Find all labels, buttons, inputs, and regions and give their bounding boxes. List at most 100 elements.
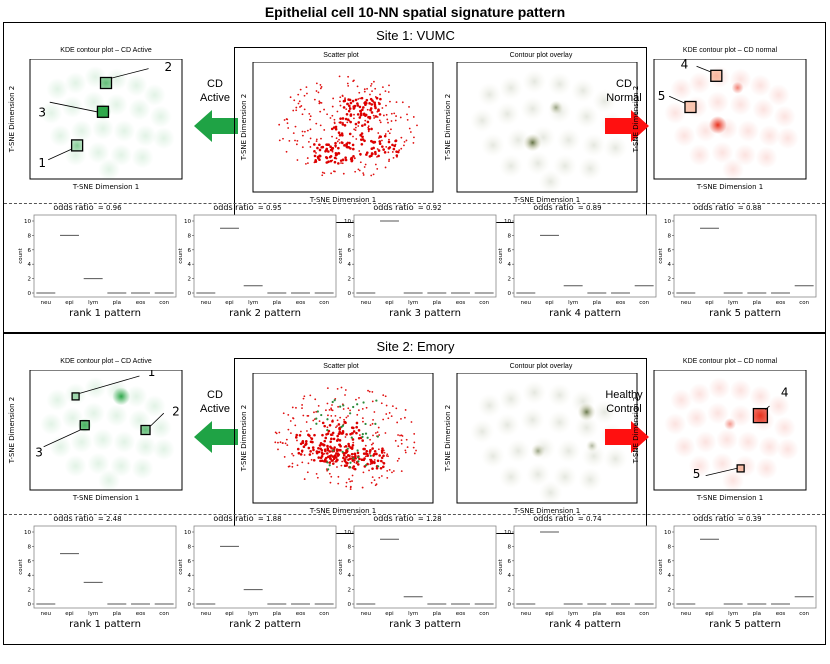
site1-rank3-ylabel: count [338,247,344,263]
site1-scatter-title: Scatter plot [323,52,359,59]
site2-rank4-ytick: 0 [508,602,512,608]
site1-rank5-odds-label: odds ratio [693,203,733,212]
site2-rank3-ytick: 4 [348,573,352,579]
site2-rank2-ytick: 2 [188,588,192,594]
site1-rank4-rank-title: rank 4 pattern [549,308,621,319]
site1-rank2-plot-frame [193,214,337,298]
site1-rank5-xtick: neu [681,300,691,306]
site2-scatter-title: Scatter plot [323,363,359,370]
site2-active-kde-ylabel: T-SNE Dimension 2 [8,397,16,464]
site1-rank3-plot-frame [353,214,497,298]
site1-rank4-xtick: eos [616,300,626,306]
site1-rank2-ytick: 0 [188,291,192,297]
site2-active-kde-blob [84,377,107,399]
site1-active-marker-box-3 [96,105,110,118]
site1-active-kde-ylabel: T-SNE Dimension 2 [8,86,16,153]
site1-active-kde-blob [134,124,157,147]
site2-active-marker-leader-3 [43,429,80,448]
site2-rank5-bar-chart: odds ratio = 0.39 0 2 4 6 8 10 count neu epi lym pla… [658,514,817,630]
site1-active-marker-box-1 [70,139,84,152]
site2-active-kde-blob [98,469,121,492]
site1-rank2-xtick: pla [273,300,281,306]
site2-active-marker-box-3 [79,420,90,431]
site2-rank1-rank-title: rank 1 pattern [69,619,141,630]
site2-normal-kde-xlabel: T-SNE Dimension 1 [696,494,763,502]
site1-rank5-plot-frame [673,214,817,298]
site2-normal-marker-box-5 [736,464,745,473]
site1-normal-kde-blob [758,124,781,147]
site1-rank3-xtick: lym [408,300,418,306]
site1-active-kde-blob [143,84,166,106]
site2-title: Site 2: Emory [376,339,455,354]
site2-rank4-ytick: 6 [508,559,512,565]
site2-rank4-odds-label: odds ratio [533,514,573,523]
site2-rank3-bar-chart: odds ratio = 1.28 0 2 4 6 8 10 count neu epi lym pla… [338,514,497,630]
site1-rank5-odds-value: = 0.88 [738,204,762,212]
site2-rank1-xtick: eos [136,611,146,617]
site2-normal-kde-blob [673,435,696,458]
site2-rank1-plot-frame [33,525,177,609]
site1-rank4-bar-chart: odds ratio = 0.89 0 2 4 6 8 10 count neu epi lym pla… [498,203,657,319]
site1-divider [4,203,825,204]
site2-active-kde-blob [131,457,154,480]
site1-scatter-plot: T-SNE Dimension 1 T-SNE Dimension 2 [240,62,434,204]
site2-normal-kde-blob [706,402,729,425]
site1-rank4-xtick: epi [545,300,554,306]
site1-rank2-odds-value: = 0.95 [258,204,282,212]
site2-rank4-rank-title: rank 4 pattern [549,619,621,630]
site1-normal-marker-leader-4 [696,65,711,73]
site1-rank4-ylabel: count [498,247,504,263]
site1-active-marker-label-3: 3 [38,106,46,120]
site1-overlay-ylabel: T-SNE Dimension 2 [444,94,452,161]
site2-active-marker-label-3: 3 [35,445,43,459]
site2-left-arrow [194,421,238,453]
site1-rank5-ytick: 2 [668,277,672,283]
site2-rank4-ylabel: count [498,558,504,574]
site2-rank2-odds-value: = 1.88 [258,515,282,523]
site1-normal-kde-blob [711,141,734,164]
site1-rank2-ytick: 2 [188,277,192,283]
site1-overlay-xlabel: T-SNE Dimension 1 [513,196,580,204]
site1-rank4-ytick: 6 [508,248,512,254]
site1-rank1-ytick: 2 [28,277,32,283]
site1-rank3-bar-chart: odds ratio = 0.92 0 2 4 6 8 10 count neu epi lym pla… [338,203,497,319]
site2-active-marker-leader-2 [150,412,165,427]
site1-normal-marker-label-5: 5 [658,89,666,103]
site1-rank3-odds-value: = 0.92 [418,204,442,212]
site2-rank1-xtick: pla [113,611,121,617]
site2-normal-kde-blob [773,416,796,439]
site2-rank3-ytick: 6 [348,559,352,565]
site2-rank1-bar-chart: odds ratio = 2.48 0 2 4 6 8 10 count neu epi lym pla… [18,514,177,630]
site2-active-marker-box-2 [140,424,151,436]
site2-active-kde-blob [149,416,172,439]
site1-title: Site 1: VUMC [376,28,455,43]
site2-rank4-xtick: neu [521,611,531,617]
site2-normal-kde-blob [715,428,738,451]
site2-normal-marker-leader-5 [705,468,737,476]
site1-active-kde-blob [91,117,114,140]
site2-rank3-xtick: eos [456,611,466,617]
site2-rank4-ytick: 4 [508,573,512,579]
site2-normal-kde-blob [758,435,781,458]
site1-rank3-xtick: eos [456,300,466,306]
site2-active-kde-hotspot [112,387,131,406]
site2-active-marker-label-2: 2 [172,405,180,419]
site1-active-kde-blob [131,146,154,169]
site2-rank5-ytick: 8 [668,544,672,550]
site1-rank3-xtick: epi [385,300,394,306]
site2-scatter-overlay-panel: Scatter plot T-SNE Dimension 1 T-SNE Dimen… [234,358,647,534]
site1-rank1-xtick: epi [65,300,74,306]
site1-rank3-ytick: 10 [344,219,351,225]
site1-active-kde-blob [128,98,151,121]
site1-rank5-ytick: 0 [668,291,672,297]
site-panel-vumc: Site 1: VUMC KDE contour plot – CD Active… [3,22,826,333]
site1-rank1-xtick: eos [136,300,146,306]
site2-active-kde-blob [113,431,136,453]
site1-normal-kde-blob [664,102,687,124]
site2-rank2-xtick: neu [201,611,211,617]
site1-right-arrow [605,110,649,142]
site2-rank5-ylabel: count [658,558,664,574]
site1-active-kde-plot: T-SNE Dimension 1 T-SNE Dimension 2 2 3 1 [8,58,183,191]
site2-active-kde-blob [70,431,93,453]
site1-rank4-plot-frame [513,214,657,298]
